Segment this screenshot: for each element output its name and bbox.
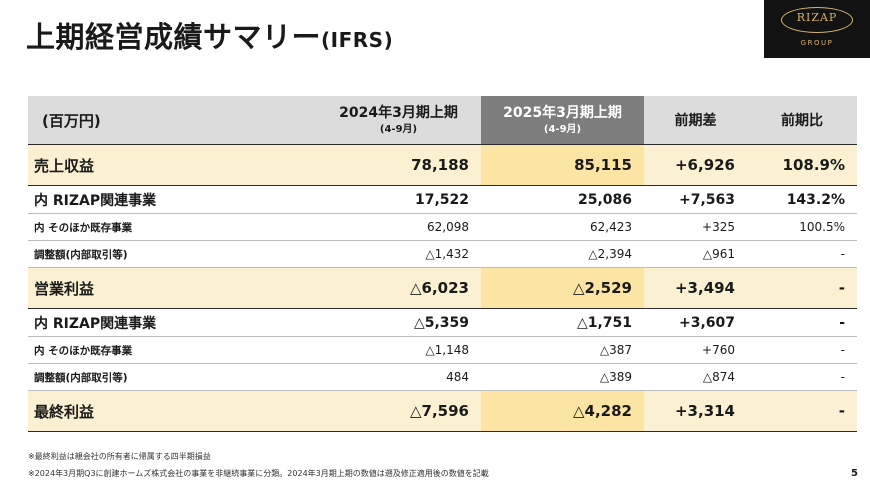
row-label: 内 RIZAP関連事業 xyxy=(28,308,316,337)
row-label: 内 そのほか既存事業 xyxy=(28,336,316,364)
table-row-operating-adjustment: 調整額(内部取引等) 484 △389 △874 - xyxy=(28,363,857,391)
difference-value: +3,607 xyxy=(644,308,747,337)
page-title-main: 上期経営成績サマリー xyxy=(26,20,322,54)
logo-group-text: GROUP xyxy=(800,39,834,47)
ratio-value: - xyxy=(747,336,857,364)
table-row-revenue-adjustment: 調整額(内部取引等) △1,432 △2,394 △961 - xyxy=(28,240,857,268)
prior-value: △5,359 xyxy=(316,308,481,337)
difference-value: △961 xyxy=(644,240,747,268)
current-value: △4,282 xyxy=(481,390,644,432)
row-label: 内 そのほか既存事業 xyxy=(28,213,316,241)
prior-value: 484 xyxy=(316,363,481,391)
row-label: 営業利益 xyxy=(28,267,316,309)
page-number: 5 xyxy=(851,468,858,479)
prior-period-header-title: 2024年3月期上期 xyxy=(339,105,458,121)
rizap-group-logo: RIZAP GROUP xyxy=(764,0,870,58)
row-label: 売上収益 xyxy=(28,144,316,186)
page-title-suffix: (IFRS) xyxy=(321,28,394,52)
current-period-header-months: (4-9月) xyxy=(543,124,582,135)
prior-value: 62,098 xyxy=(316,213,481,241)
unit-header: (百万円) xyxy=(28,96,316,145)
difference-value: +6,926 xyxy=(644,144,747,186)
row-label: 調整額(内部取引等) xyxy=(28,363,316,391)
prior-period-header-months: (4-9月) xyxy=(379,124,418,135)
current-value: △2,394 xyxy=(481,240,644,268)
table-row-net-profit: 最終利益 △7,596 △4,282 +3,314 - xyxy=(28,390,857,432)
current-period-header: 2025年3月期上期 (4-9月) xyxy=(481,96,644,145)
ratio-value: - xyxy=(747,308,857,337)
difference-value: △874 xyxy=(644,363,747,391)
results-summary-table: (百万円) 2024年3月期上期 (4-9月) 2025年3月期上期 (4-9月… xyxy=(28,96,857,432)
footnote-net-profit: ※最終利益は親会社の所有者に帰属する四半期損益 xyxy=(28,452,211,461)
page-title: 上期経営成績サマリー(IFRS) xyxy=(26,14,393,56)
current-value: △387 xyxy=(481,336,644,364)
difference-value: +760 xyxy=(644,336,747,364)
ratio-value: - xyxy=(747,363,857,391)
ratio-value: - xyxy=(747,390,857,432)
logo-wordmark: RIZAP xyxy=(796,11,838,24)
table-row-operating-other: 内 そのほか既存事業 △1,148 △387 +760 - xyxy=(28,336,857,364)
difference-value: +3,494 xyxy=(644,267,747,309)
table-row-revenue-rizap: 内 RIZAP関連事業 17,522 25,086 +7,563 143.2% xyxy=(28,185,857,214)
ratio-value: 108.9% xyxy=(747,144,857,186)
table-row-operating-rizap: 内 RIZAP関連事業 △5,359 △1,751 +3,607 - xyxy=(28,308,857,337)
prior-value: △1,432 xyxy=(316,240,481,268)
logo-oval-emblem xyxy=(781,7,853,33)
table-row-revenue: 売上収益 78,188 85,115 +6,926 108.9% xyxy=(28,144,857,186)
prior-value: △7,596 xyxy=(316,390,481,432)
table-row-revenue-other: 内 そのほか既存事業 62,098 62,423 +325 100.5% xyxy=(28,213,857,241)
ratio-value: - xyxy=(747,267,857,309)
prior-value: △6,023 xyxy=(316,267,481,309)
prior-value: 78,188 xyxy=(316,144,481,186)
ratio-value: 100.5% xyxy=(747,213,857,241)
current-value: △1,751 xyxy=(481,308,644,337)
footnote-discontinued-ops: ※2024年3月期Q3に創建ホームズ株式会社の事業を非継続事業に分類。2024年… xyxy=(28,469,489,478)
ratio-value: - xyxy=(747,240,857,268)
ratio-value: 143.2% xyxy=(747,185,857,214)
difference-value: +325 xyxy=(644,213,747,241)
current-value: △389 xyxy=(481,363,644,391)
difference-value: +7,563 xyxy=(644,185,747,214)
current-value: △2,529 xyxy=(481,267,644,309)
prior-value: 17,522 xyxy=(316,185,481,214)
current-value: 85,115 xyxy=(481,144,644,186)
current-period-header-title: 2025年3月期上期 xyxy=(503,105,622,121)
row-label: 内 RIZAP関連事業 xyxy=(28,185,316,214)
difference-value: +3,314 xyxy=(644,390,747,432)
ratio-header: 前期比 xyxy=(747,96,857,145)
current-value: 25,086 xyxy=(481,185,644,214)
prior-value: △1,148 xyxy=(316,336,481,364)
difference-header: 前期差 xyxy=(644,96,747,145)
row-label: 最終利益 xyxy=(28,390,316,432)
current-value: 62,423 xyxy=(481,213,644,241)
prior-period-header: 2024年3月期上期 (4-9月) xyxy=(316,96,481,145)
row-label: 調整額(内部取引等) xyxy=(28,240,316,268)
table-header-row: (百万円) 2024年3月期上期 (4-9月) 2025年3月期上期 (4-9月… xyxy=(28,96,857,145)
table-row-operating-profit: 営業利益 △6,023 △2,529 +3,494 - xyxy=(28,267,857,309)
